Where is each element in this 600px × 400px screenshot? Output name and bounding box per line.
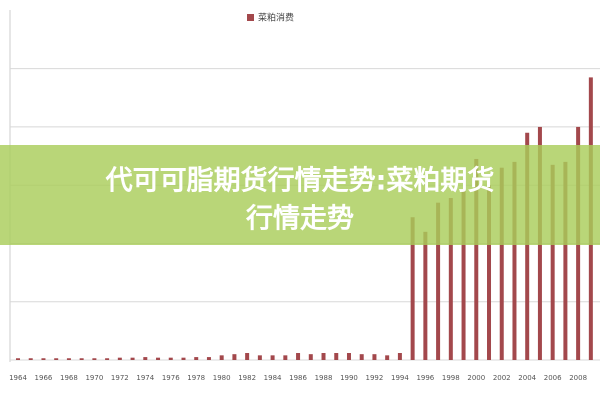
bar bbox=[41, 358, 46, 360]
bar bbox=[499, 167, 504, 360]
banner-line: 代可可脂期货行情走势:菜粕期货 bbox=[105, 165, 495, 197]
bar bbox=[245, 353, 250, 360]
x-tick-label: 2000 bbox=[467, 374, 485, 382]
bar bbox=[16, 358, 20, 360]
bar bbox=[372, 354, 377, 360]
x-tick-label: 2004 bbox=[518, 374, 536, 382]
bar bbox=[321, 353, 326, 360]
bar bbox=[232, 354, 237, 360]
bar bbox=[105, 358, 110, 360]
x-tick-label: 1964 bbox=[9, 374, 27, 382]
x-tick-label: 1966 bbox=[35, 374, 53, 382]
x-tick-label: 1992 bbox=[366, 374, 384, 382]
x-tick-label: 2006 bbox=[544, 374, 562, 382]
bar bbox=[308, 354, 313, 360]
bar bbox=[79, 358, 84, 360]
bar bbox=[206, 357, 211, 360]
x-tick-label: 1986 bbox=[289, 374, 307, 382]
bar bbox=[423, 231, 428, 360]
x-tick-label: 1984 bbox=[264, 374, 282, 382]
bar bbox=[156, 357, 161, 360]
bar bbox=[563, 161, 568, 360]
bar bbox=[512, 161, 517, 360]
x-tick-label: 1994 bbox=[391, 374, 409, 382]
bar bbox=[66, 358, 71, 360]
x-tick-label: 1978 bbox=[187, 374, 205, 382]
x-tick-label: 1976 bbox=[162, 374, 180, 382]
banner-background bbox=[0, 145, 600, 245]
legend-swatch bbox=[247, 14, 254, 21]
bar bbox=[448, 198, 453, 360]
bar bbox=[474, 158, 479, 360]
bar bbox=[194, 357, 199, 360]
x-tick-label: 1974 bbox=[136, 374, 154, 382]
bar bbox=[385, 355, 390, 360]
bar bbox=[28, 358, 33, 360]
bar bbox=[168, 357, 173, 360]
bar bbox=[283, 355, 288, 360]
legend-label: 菜粕消费 bbox=[258, 12, 294, 24]
bar bbox=[487, 185, 492, 360]
bar bbox=[257, 355, 262, 360]
x-tick-label: 1988 bbox=[315, 374, 333, 382]
bar bbox=[525, 132, 530, 360]
bar bbox=[130, 357, 135, 360]
bar bbox=[219, 355, 224, 360]
bar bbox=[346, 353, 351, 360]
bar bbox=[359, 354, 364, 360]
bar bbox=[397, 353, 402, 360]
bar bbox=[54, 358, 59, 360]
bar bbox=[410, 217, 415, 360]
bar bbox=[117, 357, 122, 360]
x-tick-label: 2008 bbox=[569, 374, 587, 382]
x-tick-label: 1972 bbox=[111, 374, 129, 382]
bar bbox=[92, 358, 97, 360]
x-tick-label: 1980 bbox=[213, 374, 231, 382]
x-tick-label: 1970 bbox=[85, 374, 103, 382]
bar bbox=[296, 353, 301, 360]
x-tick-label: 1990 bbox=[340, 374, 358, 382]
x-tick-label: 1998 bbox=[442, 374, 460, 382]
banner-line: 行情走势 bbox=[245, 203, 354, 235]
x-tick-label: 1982 bbox=[238, 374, 256, 382]
bar bbox=[181, 357, 186, 360]
x-tick-label: 2002 bbox=[493, 374, 511, 382]
x-tick-label: 1996 bbox=[416, 374, 434, 382]
x-tick-label: 1968 bbox=[60, 374, 78, 382]
bar bbox=[461, 191, 466, 360]
bar bbox=[436, 202, 441, 360]
bar bbox=[270, 355, 275, 360]
bar bbox=[334, 353, 339, 360]
bar bbox=[550, 164, 555, 360]
bar bbox=[143, 357, 148, 360]
